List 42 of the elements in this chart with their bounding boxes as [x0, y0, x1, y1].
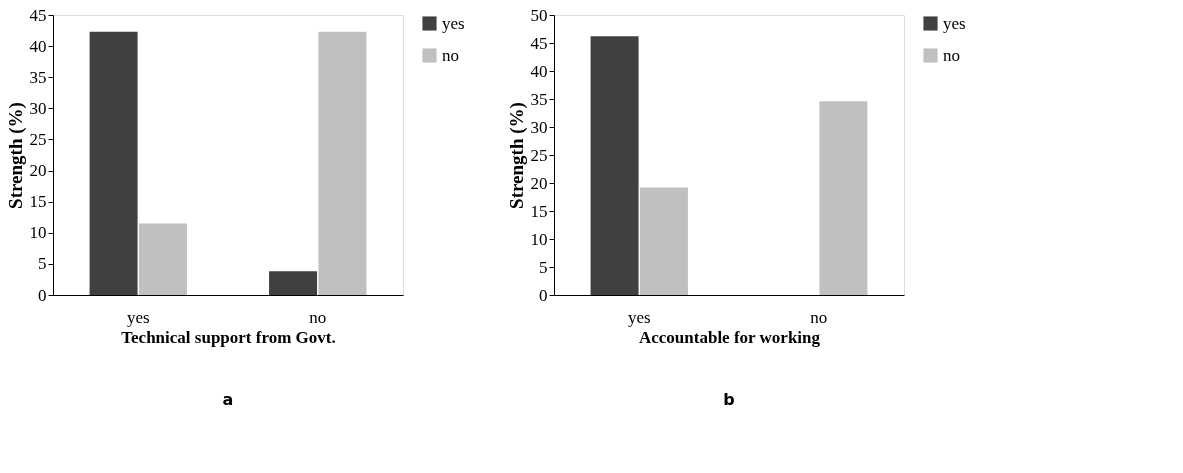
- y-tick-label: 40: [29, 36, 47, 56]
- y-tick-label: 5: [38, 254, 47, 274]
- bar: [138, 223, 187, 295]
- x-tick-label: no: [810, 307, 828, 327]
- x-tick-label: yes: [126, 307, 150, 327]
- y-tick-label: 0: [38, 285, 47, 305]
- text: a: [222, 390, 234, 409]
- bar: [269, 271, 318, 295]
- legend-label: no: [943, 45, 960, 65]
- x-tick-label: no: [309, 307, 327, 327]
- x-tick-label: yes: [627, 307, 651, 327]
- x-axis-title: Accountable for working: [638, 327, 821, 347]
- y-tick-label: 30: [29, 98, 47, 118]
- bar: [318, 31, 367, 295]
- y-tick-label: 50: [530, 5, 548, 25]
- y-tick-label: 25: [29, 129, 47, 149]
- x-axis-title: Technical support from Govt.: [121, 327, 336, 347]
- y-tick-label: 15: [530, 201, 548, 221]
- legend-label: yes: [442, 13, 465, 33]
- y-tick-label: 45: [29, 5, 47, 25]
- y-tick-label: 20: [29, 161, 47, 181]
- legend-label: no: [442, 45, 459, 65]
- bar: [590, 36, 639, 295]
- y-tick-label: 0: [539, 285, 548, 305]
- y-tick-label: 30: [530, 117, 548, 137]
- bar: [819, 101, 868, 295]
- y-axis-title: Strength (%): [4, 102, 27, 209]
- y-tick-label: 45: [530, 33, 548, 53]
- y-tick-label: 20: [530, 173, 548, 193]
- y-tick-label: 25: [530, 145, 548, 165]
- y-tick-label: 15: [29, 192, 47, 212]
- y-tick-label: 35: [29, 67, 47, 87]
- y-tick-label: 5: [539, 257, 548, 277]
- y-tick-label: 10: [29, 223, 47, 243]
- legend-label: yes: [943, 13, 966, 33]
- bar: [89, 31, 138, 295]
- y-tick-label: 10: [530, 229, 548, 249]
- y-tick-label: 35: [530, 89, 548, 109]
- text: b: [723, 390, 735, 409]
- y-tick-label: 40: [530, 61, 548, 81]
- bar: [639, 187, 688, 295]
- y-axis-title: Strength (%): [505, 102, 528, 209]
